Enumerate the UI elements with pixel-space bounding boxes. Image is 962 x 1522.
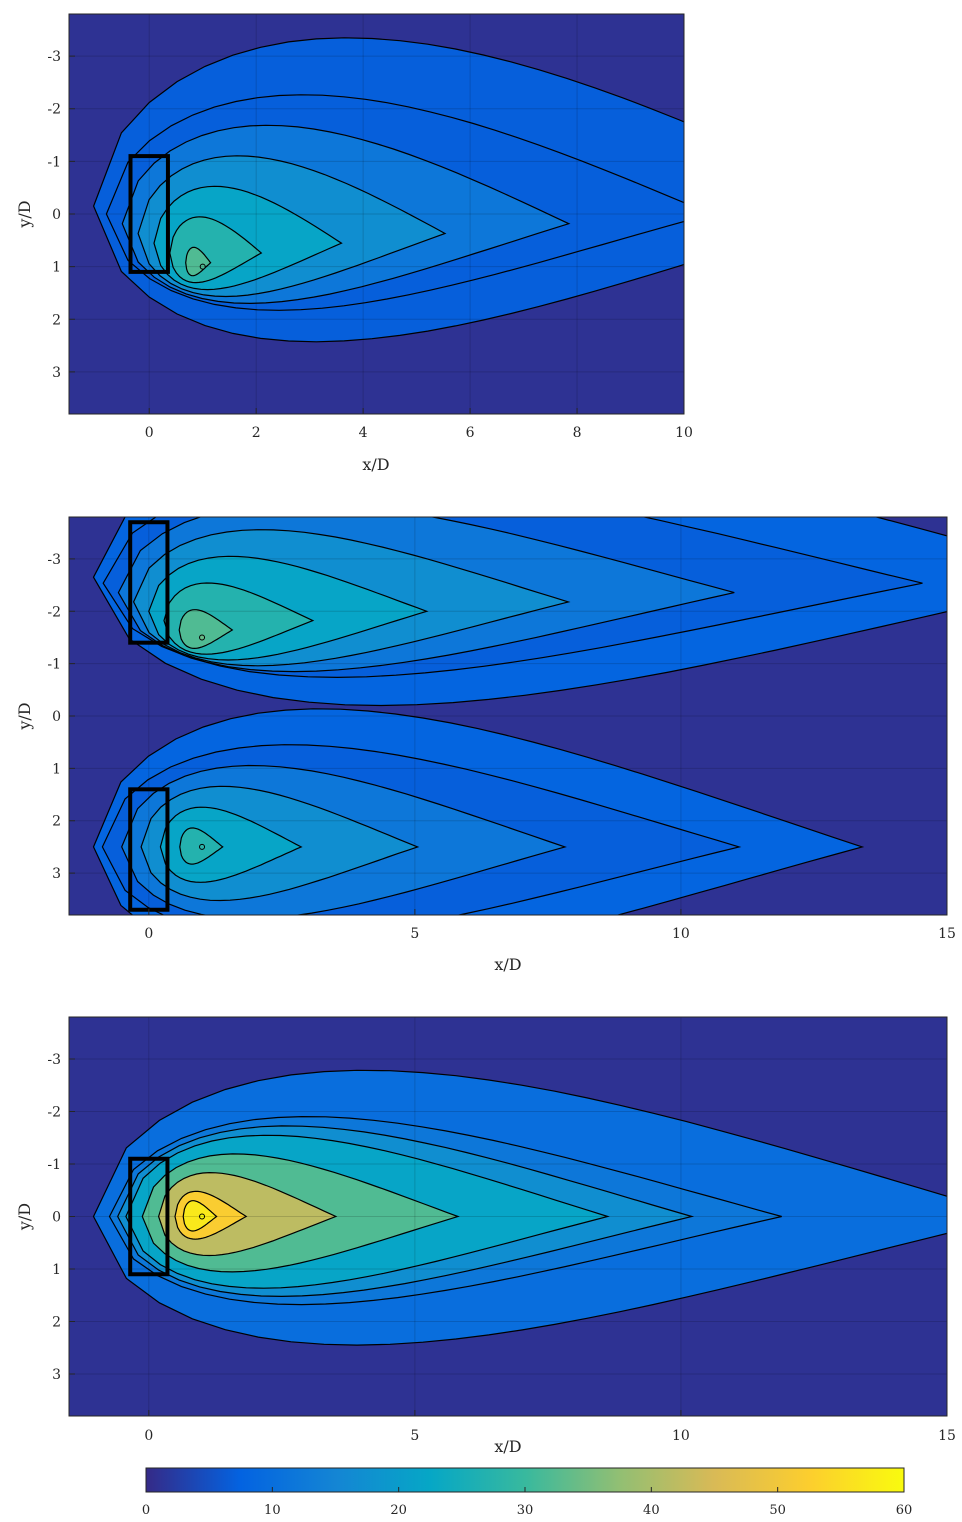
contour-peak xyxy=(199,263,206,270)
x-tick-label: 0 xyxy=(144,926,153,942)
x-tick-label: 2 xyxy=(252,425,261,441)
contour-peak xyxy=(199,1213,206,1220)
y-tick-label: 1 xyxy=(52,761,61,777)
source-rectangle-1 xyxy=(128,1156,170,1277)
colorbar-tick-label: 40 xyxy=(643,1503,660,1518)
x-tick-label: 10 xyxy=(675,425,693,441)
x-tick-label: 6 xyxy=(466,425,475,441)
y-tick-label: -2 xyxy=(47,102,61,118)
contour-field xyxy=(69,1017,947,1416)
y-tick-label: -1 xyxy=(47,154,61,170)
grid xyxy=(69,1017,948,1416)
contour-panel-1: 0 2 4 6 8 10 -3 -2 -1 0 1 2 3 x/D y/D xyxy=(15,13,693,474)
x-tick-label: 10 xyxy=(672,1428,690,1444)
x-tick-label: 15 xyxy=(938,926,956,942)
y-tick-label: 3 xyxy=(52,365,61,381)
y-tick-label: 0 xyxy=(52,1210,61,1226)
x-tick-label: 5 xyxy=(410,1428,419,1444)
colorbar-tick-label: 60 xyxy=(896,1503,913,1518)
contour-level-30-plume-1 xyxy=(178,609,234,650)
grid xyxy=(69,517,948,915)
contour-panel-2: 0 5 10 15 -3 -2 -1 0 1 2 3 x/D y/D xyxy=(15,516,956,974)
y-tick-label: 1 xyxy=(52,260,61,276)
y-tick-label: -3 xyxy=(47,49,61,65)
contour-peak xyxy=(199,843,206,850)
y-tick-label: -2 xyxy=(47,1105,61,1121)
colorbar-tick-label: 50 xyxy=(769,1503,786,1518)
x-tick-label: 5 xyxy=(410,926,419,942)
y-tick-label: 2 xyxy=(52,312,61,328)
x-tick-label: 4 xyxy=(359,425,368,441)
y-tick-label: 2 xyxy=(52,814,61,830)
y-tick-label: 3 xyxy=(52,866,61,882)
source-rectangle-1 xyxy=(128,154,170,274)
x-axis-label: x/D xyxy=(494,955,521,974)
x-tick-label: 8 xyxy=(573,425,582,441)
colorbar-tick-label: 30 xyxy=(517,1503,534,1518)
y-axis-label: y/D xyxy=(15,200,34,228)
y-tick-label: 3 xyxy=(52,1367,61,1383)
y-tick-label: -1 xyxy=(47,1157,61,1173)
y-axis-label: y/D xyxy=(15,1203,34,1231)
x-tick-label: 0 xyxy=(144,1428,153,1444)
y-tick-label: 0 xyxy=(52,207,61,223)
y-tick-label: -3 xyxy=(47,552,61,568)
source-rectangle-1 xyxy=(128,520,170,645)
x-tick-label: 10 xyxy=(672,926,690,942)
contour-panel-3: 0 5 10 15 -3 -2 -1 0 1 2 3 x/D y/D xyxy=(15,1016,956,1456)
y-tick-label: 1 xyxy=(52,1262,61,1278)
colorbar-tick-label: 0 xyxy=(142,1503,150,1518)
y-axis-label: y/D xyxy=(15,702,34,730)
contour-peak xyxy=(199,634,206,641)
y-tick-label: -1 xyxy=(47,657,61,673)
y-tick-label: 2 xyxy=(52,1315,61,1331)
colorbar-tick-label: 10 xyxy=(264,1503,281,1518)
contour-field xyxy=(69,14,684,414)
contour-field xyxy=(69,517,947,915)
x-axis-label: x/D xyxy=(494,1437,521,1456)
x-axis-label: x/D xyxy=(362,455,389,474)
x-tick-label: 0 xyxy=(145,425,154,441)
colorbar-tick-label: 20 xyxy=(390,1503,407,1518)
contour-level-30-plume-1 xyxy=(185,246,212,277)
y-tick-label: -2 xyxy=(47,604,61,620)
colorbar: 0 10 20 30 40 50 60 xyxy=(142,1467,913,1518)
x-tick-label: 15 xyxy=(938,1428,956,1444)
y-tick-label: -3 xyxy=(47,1052,61,1068)
y-tick-label: 0 xyxy=(52,709,61,725)
